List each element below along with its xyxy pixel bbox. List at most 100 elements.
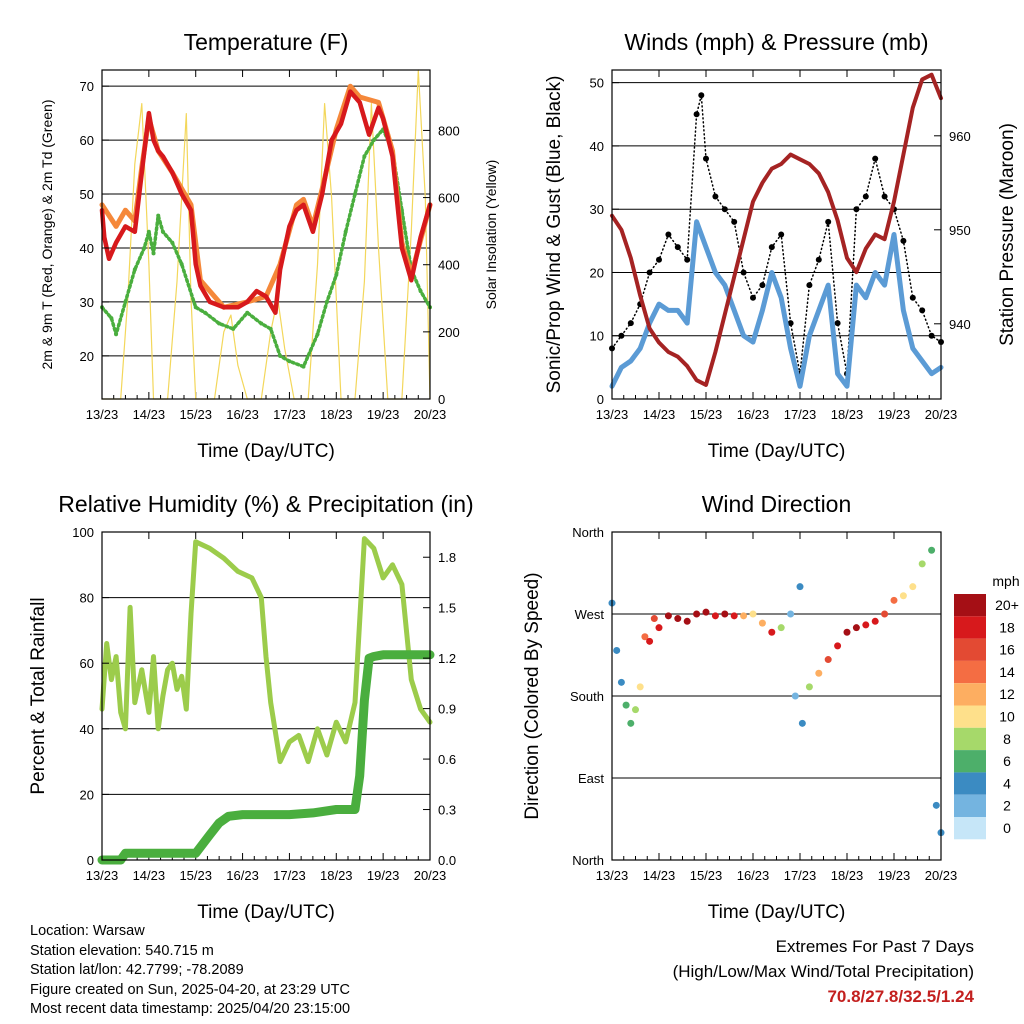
panel1-ytick-label: 60 [80,133,94,148]
dewpoint-point [142,245,147,250]
panel4-ytick-label: East [578,771,604,786]
panel4-xtick-label: 19/23 [878,868,911,883]
dewpoint-point [217,321,222,326]
created-text: Figure created on Sun, 2025-04-20, at 23… [30,981,350,998]
extremes-box: Extremes For Past 7 Days (High/Low/Max W… [673,934,974,1009]
panel3-xtick-label: 20/23 [414,868,447,883]
speed-legend-swatch [954,638,986,661]
wind-direction-point [702,608,710,616]
wind-direction-point [758,619,766,627]
dewpoint-point [353,192,358,197]
panel2-xtick-label: 19/23 [878,407,911,422]
dewpoint-point [301,364,306,369]
panel3-ytick-label: 0 [87,853,94,868]
speed-legend-label: 14 [999,664,1015,680]
wind-direction-point [796,583,804,591]
wind-direction-point [777,624,785,632]
speed-legend-swatch [954,772,986,795]
panel1-ytick-right-label: 800 [438,123,460,138]
wind-direction-point [655,624,663,632]
panel1-xtick-label: 20/23 [414,407,447,422]
speed-legend-swatch [954,750,986,773]
wind-direction-point [613,646,621,654]
wind-direction-point [871,617,879,625]
panel3-xtick-label: 13/23 [86,868,119,883]
panel2-ytick-right-label: 940 [949,317,971,332]
wind-direction-point [664,612,672,620]
panel3-xtick-label: 14/23 [133,868,166,883]
wind-direction-point [674,615,682,623]
speed-legend-swatch [954,727,986,751]
panel2-ytick-right-label: 950 [949,223,971,238]
recent-text: Most recent data timestamp: 2025/04/20 2… [30,1001,351,1018]
panel2-xlabel: Time (Day/UTC) [708,441,846,462]
wind-direction-point [862,621,870,629]
panel1-ytick-label: 20 [80,349,94,364]
wind-direction-point [636,683,644,691]
panel1-xtick-label: 14/23 [133,407,166,422]
wind-direction-point [824,656,832,664]
speed-legend-swatch [954,817,986,840]
panel4-xtick-label: 20/23 [925,868,958,883]
wind-direction-point [650,615,658,623]
wind-direction-point [693,610,701,618]
temperature-2m-line [99,89,433,315]
wind-direction-point [683,617,691,625]
dewpoint-point [146,229,151,234]
panel2-ytick-right-label: 960 [949,129,971,144]
dewpoint-point [151,251,156,256]
panel2-ytick-label: 30 [590,202,604,217]
dewpoint-point [114,332,119,337]
panel2-ytick-label: 40 [590,139,604,154]
extremes-subtitle: (High/Low/Max Wind/Total Precipitation) [672,962,974,981]
station-info: Location: Warsaw Station elevation: 540.… [30,922,350,1020]
panel1-ytick-label: 70 [80,79,94,94]
panel4-ylabel: Direction (Colored By Speed) [522,572,543,819]
wind-direction-point [909,583,917,591]
wind-gust-point [693,111,700,118]
station-pressure-line [610,72,943,387]
panel4-xtick-label: 13/23 [596,868,629,883]
wind-gust-point [806,282,813,289]
dewpoint-point [287,359,292,364]
panel2-xtick-label: 16/23 [737,407,770,422]
panel3-title: Relative Humidity (%) & Precipitation (i… [58,491,473,517]
dewpoint-point [343,229,348,234]
panel2-xtick-label: 14/23 [643,407,676,422]
wind-direction-point [768,628,776,636]
panel2-ylabel-right: Station Pressure (Maroon) [997,123,1018,346]
wind-direction-point [740,612,748,620]
speed-legend-swatch [954,616,986,639]
panel4-xtick-label: 18/23 [831,868,864,883]
wind-direction-point [632,706,639,714]
panel2-ytick-label: 50 [590,76,604,91]
dewpoint-point [132,267,137,272]
panel2-xtick-label: 13/23 [596,407,629,422]
panel2-ytick-label: 0 [597,392,604,407]
wind-direction-point [730,612,738,620]
panel2-xtick-label: 17/23 [784,407,817,422]
panel3-ytick-label: 20 [80,787,94,802]
speed-legend-label: 2 [1003,798,1011,814]
wind-direction-point [749,610,757,618]
dewpoint-point [203,310,208,315]
panel3-xtick-label: 17/23 [273,868,306,883]
dewpoint-point [160,229,165,234]
wind-direction-point [932,801,940,809]
panel1-ytick-right-label: 400 [438,258,460,273]
panel3-ylabel: Percent & Total Rainfall [28,597,49,794]
dewpoint-point [109,316,114,321]
wind-gust-point [834,320,841,327]
panel1-xtick-label: 13/23 [86,407,119,422]
panel4-ytick-label: West [575,607,605,622]
panel3-ytick-right-label: 1.2 [438,651,456,666]
panel3-ytick-label: 100 [72,525,94,540]
panel4-xtick-label: 14/23 [643,868,676,883]
panel1-ylabel-right: Solar Insolation (Yellow) [483,160,499,310]
panel1-xtick-label: 17/23 [273,407,306,422]
panel2-title: Winds (mph) & Pressure (mb) [624,29,928,55]
wind-direction-point [641,633,649,641]
speed-legend-swatch [954,594,986,617]
speed-legend-label: 6 [1003,753,1011,769]
panel2-ytick-label: 20 [590,265,604,280]
